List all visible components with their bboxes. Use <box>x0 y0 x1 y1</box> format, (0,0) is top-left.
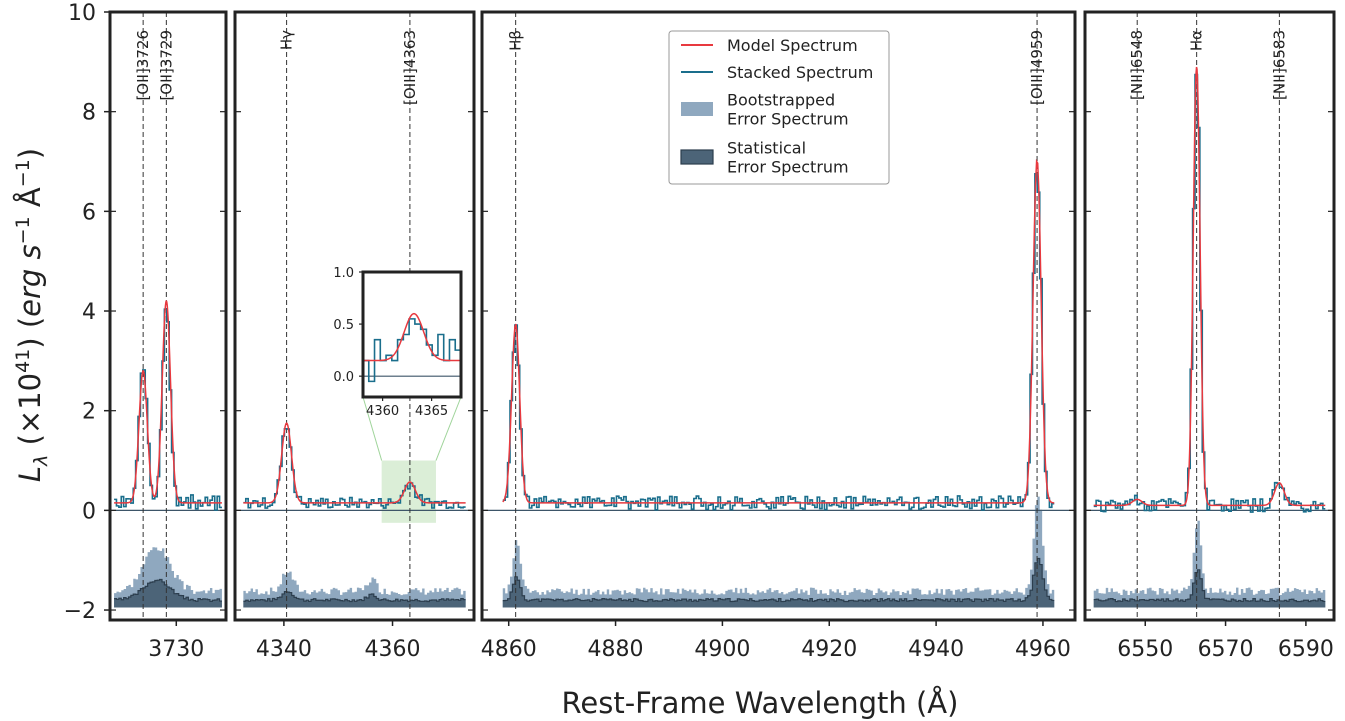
statistical-error-spectrum <box>114 579 222 608</box>
statistical-error-outline <box>243 591 466 603</box>
stacked-spectrum <box>1093 73 1326 513</box>
inset-panel: 4360 4365 0.0 0.5 1.0 <box>333 266 463 461</box>
panel-2: Hγ [OIII]4363 4340 4360 <box>233 10 476 662</box>
panel-1: [OII]3726 [OII]3729 3730 −2 0 2 4 6 8 10 <box>64 1 228 662</box>
y-tick-label: 6 <box>82 200 96 225</box>
inset-x-tick-label: 4365 <box>415 404 448 419</box>
x-tick-label: 6590 <box>1278 637 1334 662</box>
panel-3: Hβ [OIII]4959 4860 4880 4900 4920 4940 4960 <box>480 10 1077 662</box>
statistical-error-outline <box>114 578 222 602</box>
inset-model-spectrum <box>363 312 461 362</box>
y-tick-label: 2 <box>82 400 96 425</box>
x-tick-label: 4940 <box>908 637 964 662</box>
legend-label: Model Spectrum <box>727 36 858 55</box>
emission-line-label: [OIII]4959 <box>1028 30 1046 105</box>
emission-line-label: [OIII]4363 <box>401 30 419 105</box>
model-spectrum <box>502 158 1055 504</box>
emission-line-label: Hγ <box>278 30 296 50</box>
x-tick-label: 4360 <box>365 637 421 662</box>
x-tick-label: 4900 <box>694 637 750 662</box>
inset-y-tick-label: 0.5 <box>333 318 354 333</box>
statistical-error-spectrum <box>243 591 466 608</box>
model-spectrum <box>114 300 222 504</box>
legend-label: Bootstrapped <box>727 91 835 110</box>
y-tick-label: 8 <box>82 101 96 126</box>
legend-box <box>668 30 890 185</box>
legend-label: Error Spectrum <box>727 158 849 177</box>
x-tick-label: 4340 <box>256 637 312 662</box>
legend-patch-swatch <box>680 149 714 165</box>
inset-y-tick-label: 0.0 <box>333 370 354 385</box>
panel-frame <box>480 10 1077 622</box>
x-tick-label: 6550 <box>1117 637 1173 662</box>
stacked-spectrum <box>502 173 1055 511</box>
emission-line-label: Hα <box>1188 30 1206 51</box>
x-tick-label: 3730 <box>148 637 204 662</box>
stacked-spectrum <box>114 308 222 511</box>
statistical-error-spectrum <box>502 558 1055 608</box>
legend-label: Statistical <box>727 139 806 158</box>
bootstrapped-error-spectrum <box>502 496 1055 608</box>
bootstrapped-error-spectrum <box>1093 520 1326 608</box>
panel-4: [NII]6548 Hα [NII]6583 6550 6570 6590 <box>1083 10 1336 662</box>
statistical-error-outline <box>1093 569 1326 603</box>
legend-patch-swatch <box>681 102 713 116</box>
emission-line-label: [NII]6583 <box>1270 30 1288 100</box>
legend-label: Stacked Spectrum <box>727 63 873 82</box>
emission-line-label: [OII]3729 <box>157 30 175 101</box>
emission-line-label: [OII]3726 <box>134 30 152 101</box>
y-tick-label: −2 <box>64 599 96 624</box>
inset-x-tick-label: 4360 <box>366 404 399 419</box>
legend-label: Error Spectrum <box>727 110 849 129</box>
inset-connector <box>362 396 383 461</box>
inset-highlight-region <box>381 460 436 523</box>
panel-frame <box>108 10 228 622</box>
inset-frame <box>361 270 463 399</box>
panel-frame <box>233 10 476 622</box>
x-tick-label: 4860 <box>481 637 537 662</box>
statistical-error-outline <box>502 557 1055 603</box>
inset-connector <box>435 396 462 461</box>
model-spectrum <box>1093 66 1326 507</box>
model-spectrum <box>243 422 466 504</box>
x-tick-label: 4920 <box>801 637 857 662</box>
y-tick-label: 0 <box>82 499 96 524</box>
panel-frame <box>1083 10 1336 622</box>
inset-stacked-spectrum <box>363 318 461 383</box>
y-tick-label: 10 <box>68 1 96 26</box>
y-tick-label: 4 <box>82 300 96 325</box>
inset-y-tick-label: 1.0 <box>333 266 354 281</box>
panels: [OII]3726 [OII]3729 3730 −2 0 2 4 6 8 10 Hγ [OIII]4… <box>64 1 1336 662</box>
x-tick-label: 4960 <box>1015 637 1071 662</box>
x-axis-title: Rest-Frame Wavelength (Å) <box>562 686 959 720</box>
y-axis-title: Lλ (×1041) (erg s−1 Å−1) <box>12 148 52 482</box>
emission-line-label: [NII]6548 <box>1128 30 1146 100</box>
emission-line-label: Hβ <box>507 30 525 51</box>
inset-background <box>363 272 461 397</box>
x-tick-label: 6570 <box>1198 637 1254 662</box>
legend: Model Spectrum Stacked Spectrum Bootstrapp… <box>668 30 890 185</box>
x-tick-label: 4880 <box>588 637 644 662</box>
